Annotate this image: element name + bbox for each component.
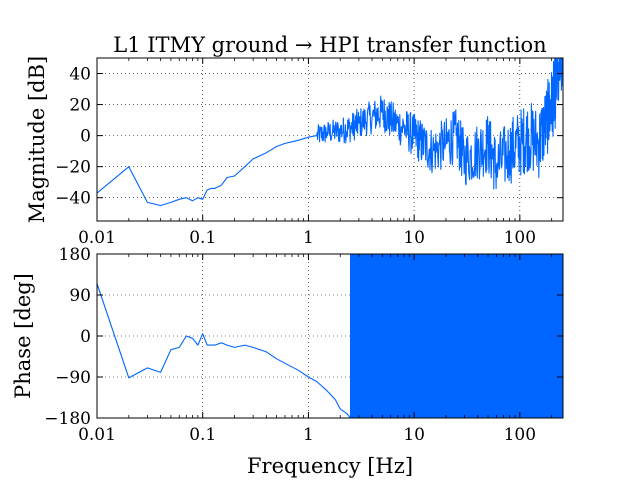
y-tick-label: 180 [59, 245, 91, 265]
x-tick-label: 10 [403, 228, 425, 248]
y-axis-label: Magnitude [dB] [25, 56, 49, 223]
y-tick-label: −20 [55, 158, 91, 178]
x-tick-label: 1 [303, 228, 314, 248]
series-line [97, 283, 351, 418]
x-tick-label: 1 [303, 425, 314, 445]
y-tick-label: 20 [69, 96, 91, 116]
x-tick-label: 10 [403, 425, 425, 445]
x-tick-label: 100 [504, 425, 536, 445]
y-tick-label: −40 [55, 189, 91, 209]
series-group [97, 254, 563, 418]
x-axis-label: Frequency [Hz] [247, 454, 413, 478]
y-tick-label: 0 [80, 327, 91, 347]
y-tick-label: −180 [44, 409, 91, 429]
y-tick-label: 0 [80, 127, 91, 147]
y-tick-label: −90 [55, 368, 91, 388]
x-tick-label: 0.1 [189, 425, 216, 445]
y-axis-label: Phase [deg] [11, 273, 35, 399]
x-tick-label: 0.1 [189, 228, 216, 248]
x-tick-label: 100 [504, 228, 536, 248]
x-tick-label: 0.01 [78, 228, 116, 248]
y-tick-label: 90 [69, 286, 91, 306]
wrapped-phase-fill [350, 254, 563, 418]
series-line [97, 58, 563, 207]
y-tick-label: 40 [69, 65, 91, 85]
chart-title: L1 ITMY ground → HPI transfer function [113, 33, 546, 57]
series-group [97, 58, 563, 207]
x-tick-label: 0.01 [78, 425, 116, 445]
axes-frame [96, 57, 564, 222]
